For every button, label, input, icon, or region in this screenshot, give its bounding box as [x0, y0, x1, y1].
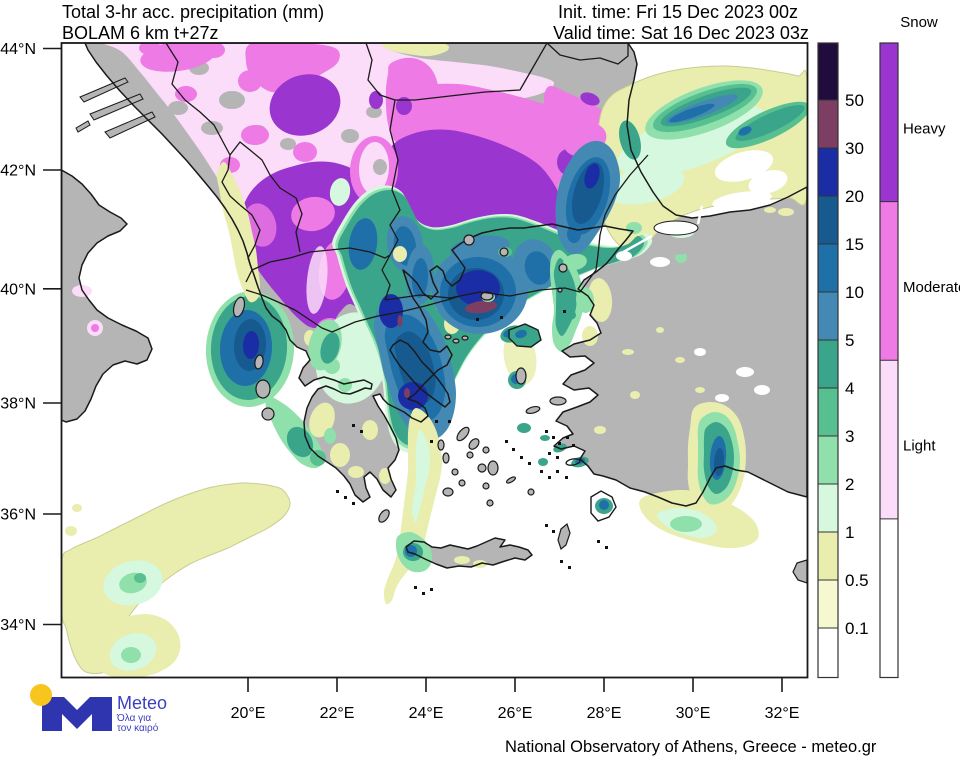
svg-text:2: 2 — [845, 475, 854, 494]
svg-text:24°E: 24°E — [409, 705, 444, 722]
svg-text:Όλα για: Όλα για — [116, 713, 151, 724]
svg-text:10: 10 — [845, 283, 864, 302]
svg-text:36°N: 36°N — [0, 507, 36, 524]
svg-text:Meteo: Meteo — [117, 693, 167, 713]
svg-text:28°E: 28°E — [587, 705, 622, 722]
svg-text:22°E: 22°E — [320, 705, 355, 722]
svg-text:Snow: Snow — [900, 14, 938, 31]
svg-text:50: 50 — [845, 91, 864, 110]
svg-text:3: 3 — [845, 427, 854, 446]
svg-text:BOLAM 6 km t+27z: BOLAM 6 km t+27z — [62, 23, 219, 43]
svg-text:15: 15 — [845, 235, 864, 254]
svg-text:Light: Light — [903, 438, 936, 455]
svg-text:42°N: 42°N — [0, 163, 36, 180]
svg-text:5: 5 — [845, 331, 854, 350]
svg-text:44°N: 44°N — [0, 41, 36, 58]
svg-text:32°E: 32°E — [765, 705, 800, 722]
svg-text:0.5: 0.5 — [845, 571, 869, 590]
svg-text:Total 3-hr acc. precipitation: Total 3-hr acc. precipitation (mm) — [62, 2, 324, 22]
svg-text:1: 1 — [845, 523, 854, 542]
svg-text:National Observatory of Athens: National Observatory of Athens, Greece -… — [505, 738, 877, 756]
svg-text:20: 20 — [845, 187, 864, 206]
svg-text:τον καιρό: τον καιρό — [117, 722, 159, 734]
svg-text:20°E: 20°E — [231, 705, 266, 722]
svg-text:4: 4 — [845, 379, 854, 398]
svg-text:0.1: 0.1 — [845, 619, 869, 638]
svg-text:38°N: 38°N — [0, 396, 36, 413]
svg-text:Init. time: Fri 15 Dec 2023 00: Init. time: Fri 15 Dec 2023 00z — [558, 2, 798, 22]
svg-text:34°N: 34°N — [0, 617, 36, 634]
svg-text:Valid time: Sat 16 Dec 2023 03: Valid time: Sat 16 Dec 2023 03z — [553, 23, 809, 43]
svg-text:30°E: 30°E — [676, 705, 711, 722]
svg-text:40°N: 40°N — [0, 281, 36, 298]
svg-text:Heavy: Heavy — [903, 120, 946, 137]
svg-text:26°E: 26°E — [498, 705, 533, 722]
svg-text:Moderate: Moderate — [903, 279, 960, 296]
svg-text:30: 30 — [845, 139, 864, 158]
